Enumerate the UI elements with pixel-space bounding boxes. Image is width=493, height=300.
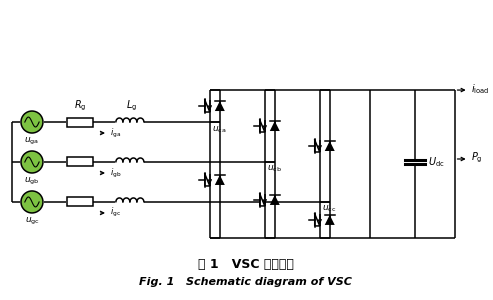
Polygon shape [215, 101, 225, 111]
Polygon shape [315, 140, 320, 152]
Polygon shape [205, 174, 210, 186]
Text: $R_{\rm g}$: $R_{\rm g}$ [74, 99, 86, 113]
Text: $U_{\rm dc}$: $U_{\rm dc}$ [427, 155, 444, 169]
Bar [67, 197, 93, 206]
Bar [67, 118, 93, 127]
Text: Fig. 1   Schematic diagram of VSC: Fig. 1 Schematic diagram of VSC [140, 277, 352, 287]
Circle shape [21, 111, 43, 133]
Text: $P_{\rm g}$: $P_{\rm g}$ [471, 151, 482, 165]
Text: $i_{\rm gc}$: $i_{\rm gc}$ [110, 206, 121, 220]
Polygon shape [325, 141, 335, 151]
Polygon shape [260, 194, 265, 206]
Polygon shape [270, 195, 280, 205]
Polygon shape [270, 121, 280, 131]
Text: $u_{\rm ga}$: $u_{\rm ga}$ [25, 136, 39, 147]
Text: 图 1   VSC 系统结构: 图 1 VSC 系统结构 [198, 258, 294, 272]
Text: $u_{\rm cc}$: $u_{\rm cc}$ [322, 204, 336, 214]
Text: $i_{\rm load}$: $i_{\rm load}$ [471, 82, 489, 96]
Polygon shape [315, 214, 320, 226]
Text: $i_{\rm ga}$: $i_{\rm ga}$ [110, 127, 121, 140]
Polygon shape [215, 175, 225, 185]
Text: $u_{\rm gb}$: $u_{\rm gb}$ [24, 176, 40, 187]
Text: $u_{\rm cb}$: $u_{\rm cb}$ [267, 164, 282, 175]
Bar [67, 158, 93, 166]
Text: $L_{\rm g}$: $L_{\rm g}$ [126, 99, 138, 113]
Text: $u_{\rm gc}$: $u_{\rm gc}$ [25, 216, 39, 227]
Circle shape [21, 191, 43, 213]
Polygon shape [205, 100, 210, 112]
Circle shape [21, 151, 43, 173]
Polygon shape [325, 215, 335, 225]
Text: $u_{\rm ca}$: $u_{\rm ca}$ [212, 124, 226, 134]
Text: $i_{\rm gb}$: $i_{\rm gb}$ [110, 167, 121, 179]
Polygon shape [260, 120, 265, 132]
